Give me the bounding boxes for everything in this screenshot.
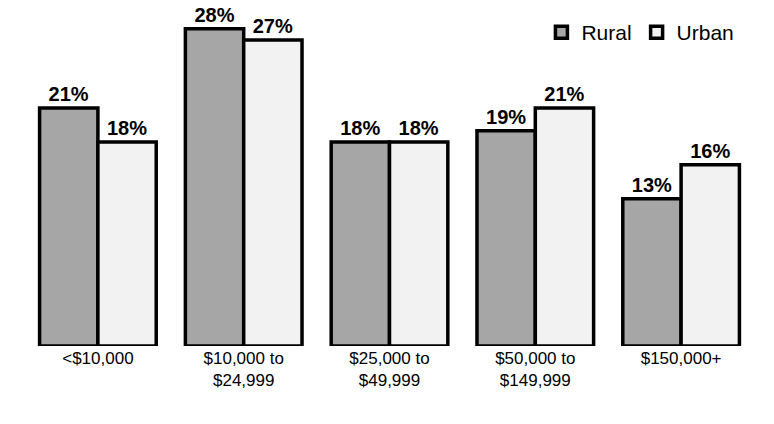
svg-text:Urban: Urban (677, 21, 734, 44)
svg-text:18%: 18% (107, 117, 147, 139)
svg-text:18%: 18% (399, 117, 439, 139)
svg-text:27%: 27% (253, 15, 293, 37)
svg-text:16%: 16% (690, 140, 730, 162)
svg-text:$10,000 to$24,999: $10,000 to$24,999 (204, 349, 284, 390)
svg-text:13%: 13% (632, 174, 672, 196)
svg-text:$150,000+: $150,000+ (641, 349, 722, 368)
svg-text:<$10,000: <$10,000 (62, 349, 133, 368)
svg-text:18%: 18% (340, 117, 380, 139)
svg-text:Rural: Rural (581, 21, 631, 44)
svg-text:$25,000 to$49,999: $25,000 to$49,999 (349, 349, 429, 390)
svg-text:28%: 28% (194, 4, 234, 26)
svg-text:19%: 19% (486, 106, 526, 128)
svg-text:$50,000 to$149,999: $50,000 to$149,999 (495, 349, 575, 390)
svg-text:21%: 21% (544, 83, 584, 105)
svg-text:21%: 21% (49, 83, 89, 105)
